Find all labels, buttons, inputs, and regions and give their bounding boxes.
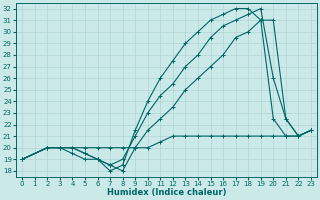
X-axis label: Humidex (Indice chaleur): Humidex (Indice chaleur) <box>107 188 226 197</box>
